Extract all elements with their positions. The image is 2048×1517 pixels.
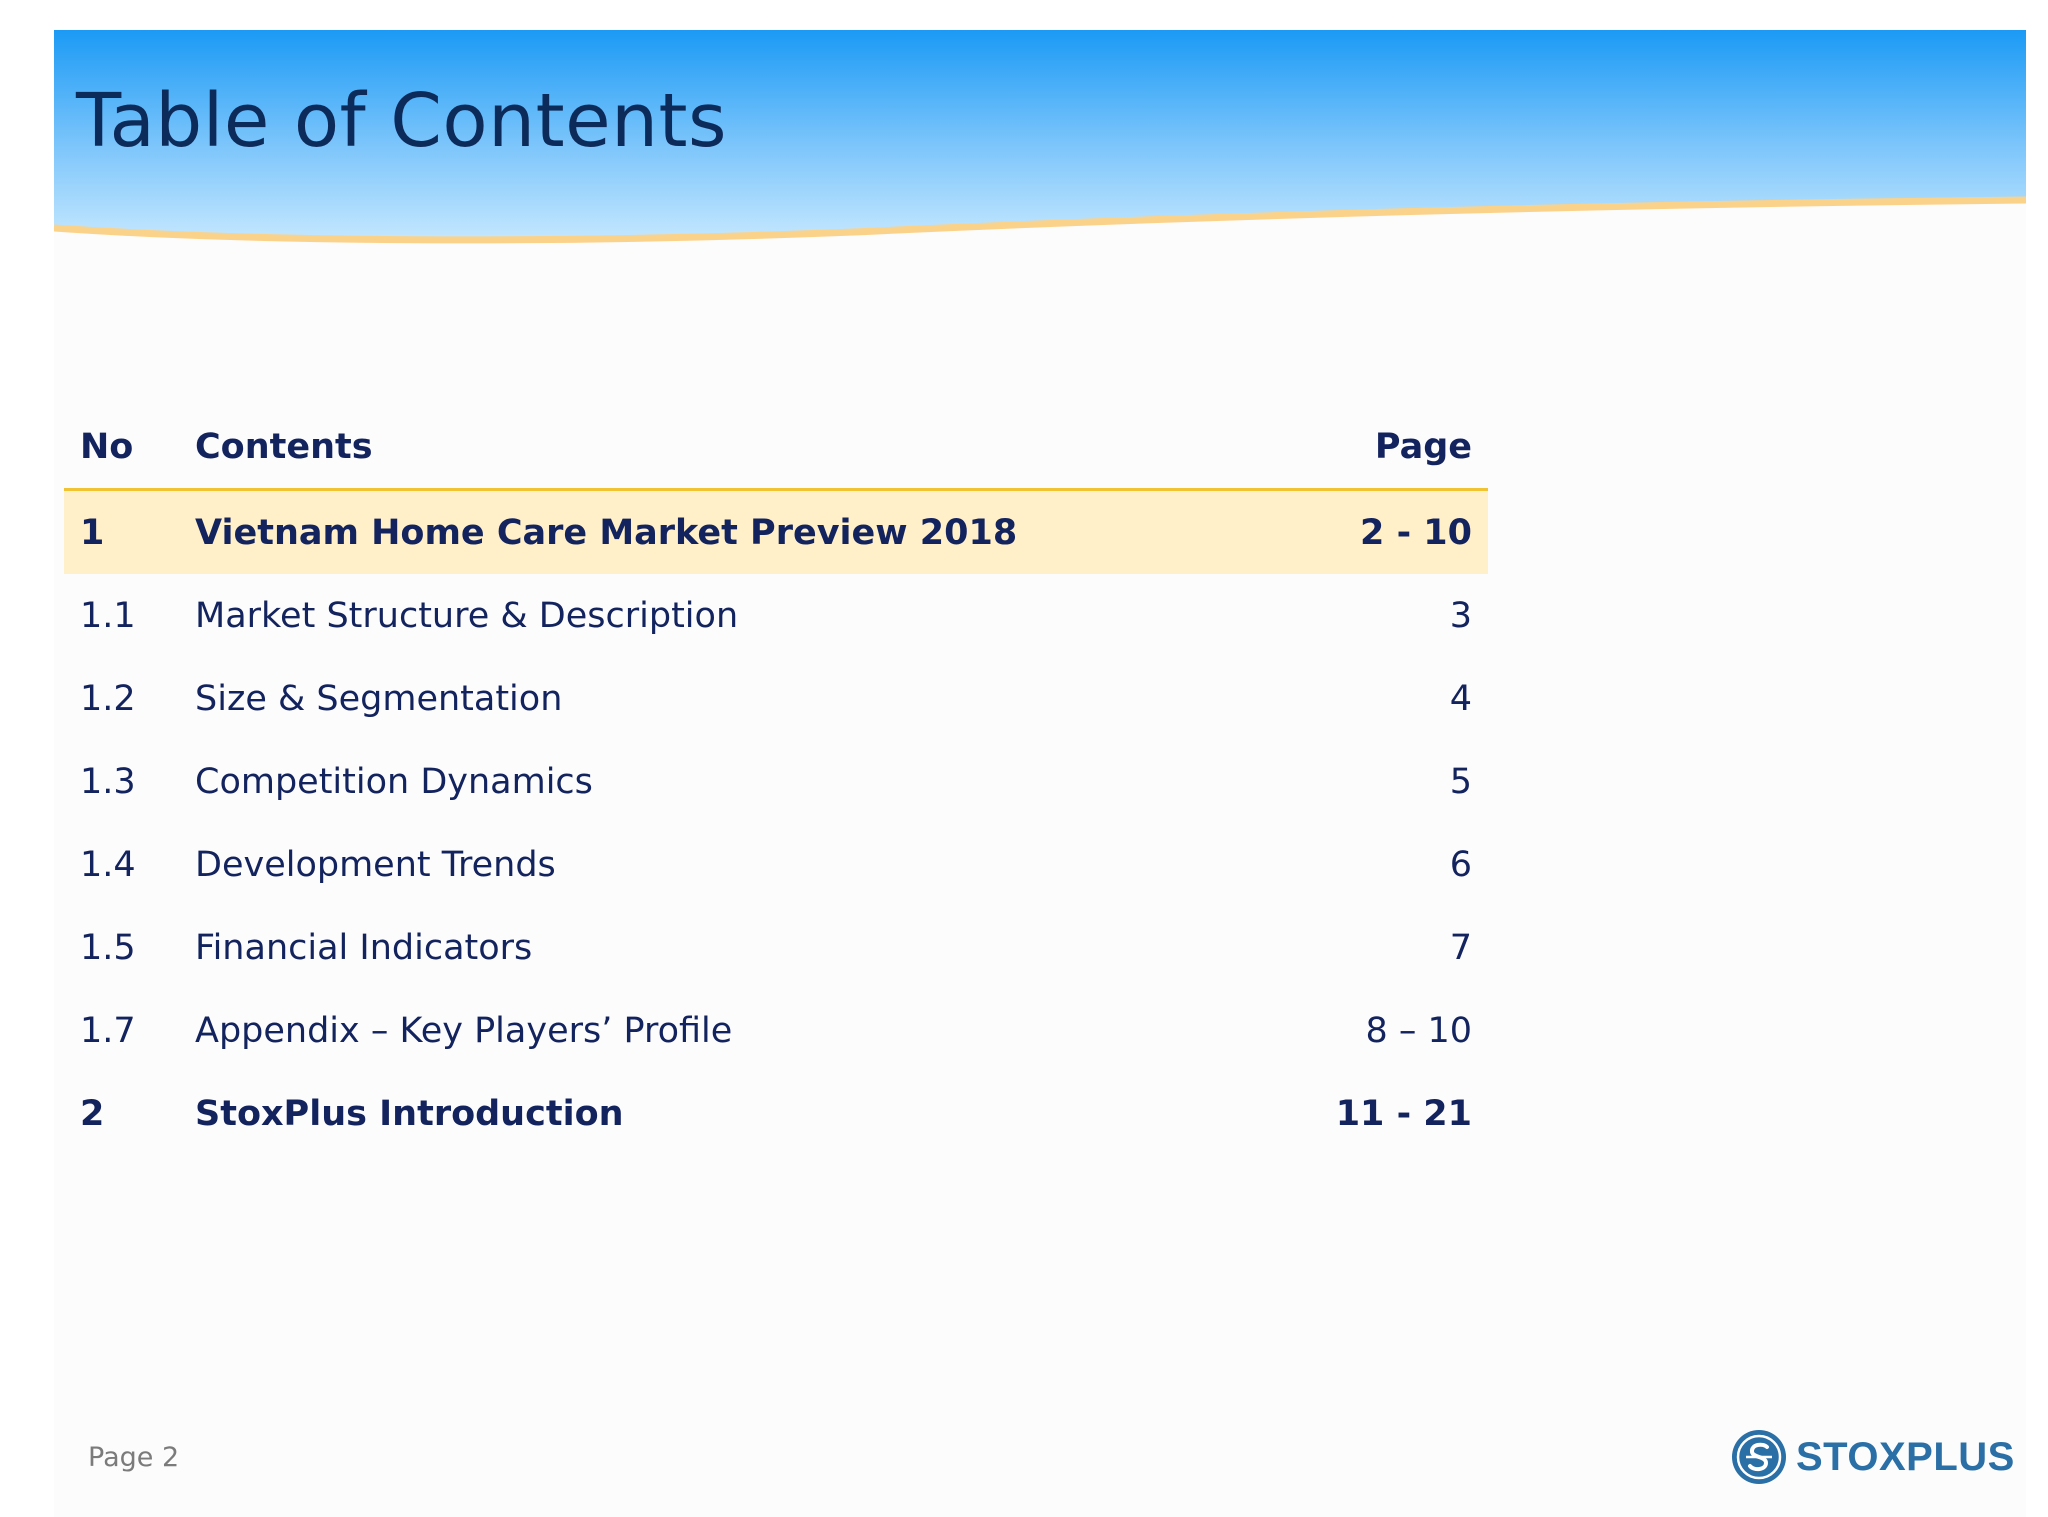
toc-section-title: Market Structure & Description (195, 595, 739, 636)
toc-row: 1.3 Competition Dynamics 5 (64, 740, 1488, 823)
toc-row: 1 Vietnam Home Care Market Preview 2018 … (64, 489, 1488, 574)
toc-section-number: 1.3 (80, 761, 136, 802)
toc-page-range: 7 (1449, 927, 1472, 968)
toc-section-title: Appendix – Key Players’ Profile (195, 1010, 733, 1051)
toc-row: 1.5 Financial Indicators 7 (64, 906, 1488, 989)
stoxplus-s-emblem-icon (1732, 1430, 1786, 1484)
toc-row: 1.2 Size & Segmentation 4 (64, 657, 1488, 740)
toc-page-range: 4 (1449, 678, 1472, 719)
banner-gradient-graphic (54, 30, 2026, 244)
column-header-contents: Contents (195, 426, 373, 467)
toc-section-number: 1.5 (80, 927, 136, 968)
toc-row: 1.4 Development Trends 6 (64, 823, 1488, 906)
slide-panel (54, 30, 2026, 1517)
toc-section-title: StoxPlus Introduction (195, 1093, 624, 1134)
toc-header-row: No Contents Page (64, 405, 1488, 490)
toc-table: No Contents Page 1 Vietnam Home Care Mar… (64, 405, 1488, 1155)
toc-row: 2 StoxPlus Introduction 11 - 21 (64, 1072, 1488, 1155)
footer-page-number: Page 2 (88, 1442, 180, 1473)
toc-row: 1.7 Appendix – Key Players’ Profile 8 – … (64, 989, 1488, 1072)
logo-wordmark: STOXPLUS (1796, 1434, 2015, 1479)
toc-section-number: 1.4 (80, 844, 136, 885)
toc-section-title: Size & Segmentation (195, 678, 563, 719)
column-header-no: No (80, 426, 134, 467)
toc-page-range: 8 – 10 (1365, 1010, 1472, 1051)
toc-page-range: 11 - 21 (1335, 1093, 1472, 1134)
toc-section-number: 1 (64, 489, 195, 574)
column-header-page: Page (1374, 426, 1472, 467)
toc-section-number: 1.2 (80, 678, 136, 719)
toc-page-range: 5 (1449, 761, 1472, 802)
toc-row: 1.1 Market Structure & Description 3 (64, 574, 1488, 657)
stoxplus-logo: STOXPLUS (1730, 1428, 2015, 1486)
page-title: Table of Contents (76, 78, 728, 164)
toc-section-title: Competition Dynamics (195, 761, 593, 802)
toc-page-range: 2 - 10 (1285, 489, 1488, 574)
toc-page-range: 3 (1449, 595, 1472, 636)
toc-section-title: Vietnam Home Care Market Preview 2018 (195, 489, 1286, 574)
title-banner (54, 30, 2026, 250)
toc-section-number: 1.7 (80, 1010, 136, 1051)
toc-section-title: Development Trends (195, 844, 556, 885)
toc-section-number: 1.1 (80, 595, 136, 636)
banner-wave-line (54, 196, 2026, 244)
toc-section-title: Financial Indicators (195, 927, 533, 968)
toc-page-range: 6 (1449, 844, 1472, 885)
toc-section-number: 2 (80, 1093, 105, 1134)
